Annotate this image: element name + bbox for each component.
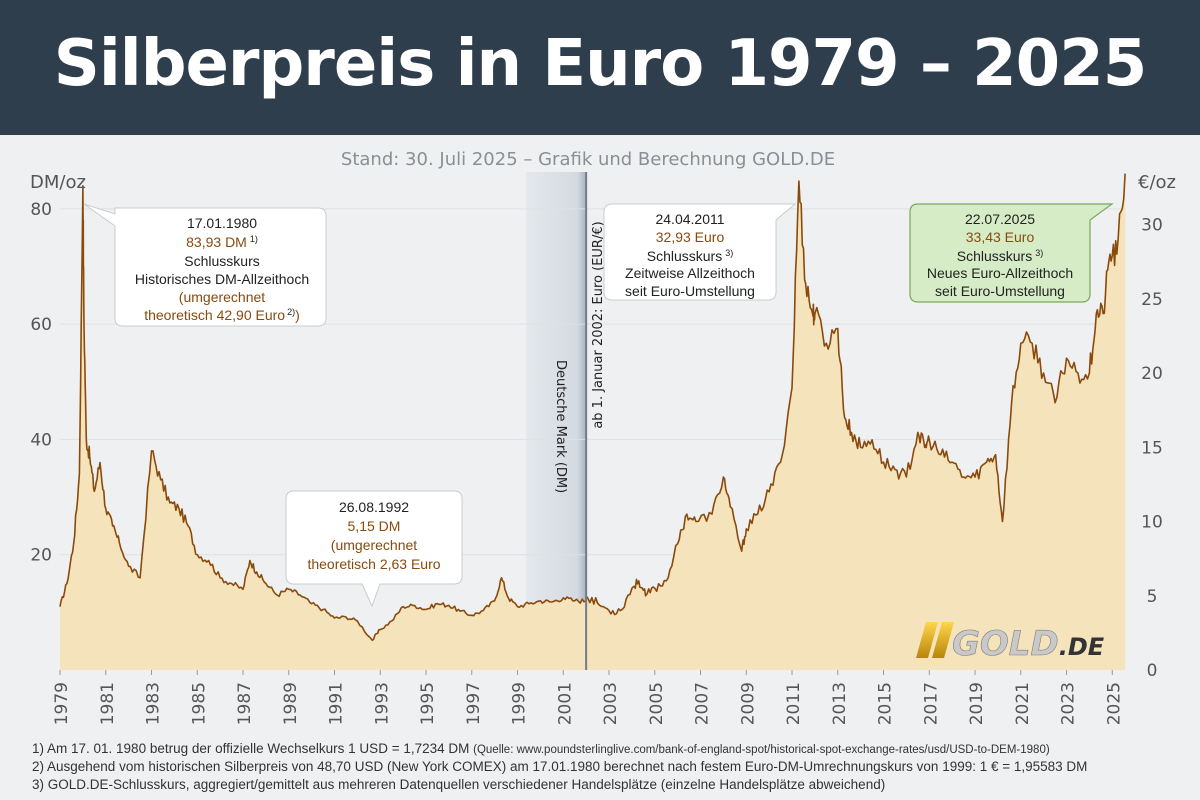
annotation-1992-date: 26.08.1992: [339, 499, 409, 515]
annotation-1980-text: Historisches DM-Allzeithoch: [135, 271, 309, 287]
x-tick-label: 2011: [784, 682, 804, 725]
right-tick-label: 15: [1141, 438, 1163, 458]
svg-text:GOLD.DE: GOLD.DE: [952, 624, 1105, 664]
annotation-1980: 17.01.1980 83,93 DM 1) Schlusskurs Histor…: [83, 203, 327, 327]
logo-text: GOLD: [952, 624, 1059, 664]
x-tick-label: 2013: [830, 682, 850, 725]
x-tick-label: 2015: [876, 682, 896, 725]
annotation-1980-extra: (umgerechnet: [179, 289, 265, 305]
x-tick-label: 2001: [555, 682, 575, 725]
right-axis-unit: €/oz: [1138, 172, 1176, 193]
x-tick-label: 2003: [601, 682, 621, 725]
annotation-2011-text: Zeitweise Allzeithoch: [625, 265, 755, 281]
gold-de-logo: GOLD.DE: [916, 622, 1105, 664]
x-tick-label: 1997: [464, 682, 484, 725]
footnote-3: 3) GOLD.DE-Schlusskurs, aggregiert/gemit…: [32, 777, 886, 792]
x-tick-label: 2023: [1059, 682, 1079, 725]
x-tick-label: 1985: [189, 682, 209, 725]
annotation-1980-sup: 1): [250, 234, 258, 244]
annotation-2025-extra: seit Euro-Umstellung: [935, 283, 1065, 299]
header-bar: Silberpreis in Euro 1979 – 2025: [0, 0, 1200, 135]
x-tick-label: 2021: [1013, 682, 1033, 725]
currency-switch-band: [526, 172, 587, 670]
right-tick-label: 5: [1147, 587, 1158, 607]
annotation-2025-text: Neues Euro-Allzeithoch: [927, 265, 1073, 281]
x-tick-label: 2009: [738, 682, 758, 725]
annotation-2025-date: 22.07.2025: [965, 211, 1035, 227]
annotation-2011-date: 24.04.2011: [655, 211, 724, 227]
annotation-2011: 24.04.2011 32,93 Euro Schlusskurs 3) Zeit…: [603, 203, 797, 301]
left-tick-label: 80: [30, 200, 52, 220]
x-tick-label: 1983: [144, 682, 164, 725]
x-tick-label: 1995: [418, 682, 438, 725]
currency-label-eur: ab 1. Januar 2002: Euro (EUR/€): [591, 221, 606, 428]
footnote-2: 2) Ausgehend vom historischen Silberprei…: [32, 759, 1088, 774]
eur-series-area: [586, 173, 1126, 670]
annotation-2025-value: 33,43 Euro: [966, 229, 1035, 245]
left-axis-unit: DM/oz: [30, 172, 86, 193]
annotation-1980-label: Schlusskurs: [184, 253, 259, 269]
x-tick-label: 1993: [372, 682, 392, 725]
page-title: Silberpreis in Euro 1979 – 2025: [53, 27, 1148, 101]
annotation-2025-label: Schlusskurs: [957, 248, 1032, 264]
right-tick-label: 25: [1141, 290, 1163, 310]
dm-series-area: [60, 185, 586, 671]
x-tick-label: 1981: [98, 682, 118, 725]
annotation-2011-value: 32,93 Euro: [656, 229, 725, 245]
right-tick-label: 20: [1141, 364, 1163, 384]
x-tick-label: 1991: [327, 682, 347, 725]
left-tick-label: 20: [30, 546, 52, 566]
svg-text:83,93 DM1): 83,93 DM 1): [186, 234, 258, 250]
x-tick-label: 2017: [921, 682, 941, 725]
left-tick-label: 40: [30, 430, 52, 450]
annotation-1992-value: 5,15 DM: [348, 518, 401, 534]
annotation-1992-text: theoretisch 2,63 Euro: [307, 556, 440, 572]
x-tick-label: 2019: [967, 682, 987, 725]
currency-label-dm: Deutsche Mark (DM): [553, 360, 568, 493]
x-tick-label: 1987: [235, 682, 255, 725]
left-axis-ticks: 20 40 60 80: [30, 200, 52, 566]
subtitle: Stand: 30. Juli 2025 – Grafik und Berech…: [341, 149, 835, 170]
x-tick-label: 1989: [281, 682, 301, 725]
right-tick-label: 30: [1141, 216, 1163, 236]
left-tick-label: 60: [30, 315, 52, 335]
annotation-2011-extra: seit Euro-Umstellung: [625, 283, 755, 299]
right-tick-label: 10: [1141, 513, 1163, 533]
x-tick-label: 2005: [647, 682, 667, 725]
x-axis-ticks: 1979 1981 1983 1985 1987 1989 1991 1993 1995 1997…: [52, 670, 1124, 725]
annotation-1992-label: (umgerechnet: [331, 537, 417, 553]
right-axis-ticks: 0 5 10 15 20 25 30: [1141, 216, 1163, 681]
footnote-1: 1) Am 17. 01. 1980 betrug der offizielle…: [32, 741, 1050, 756]
x-tick-label: 2025: [1104, 682, 1124, 725]
logo-suffix: .DE: [1059, 633, 1105, 661]
annotation-1980-value: 83,93 DM: [186, 234, 247, 250]
x-tick-label: 2007: [693, 682, 713, 725]
dm-series-line: [59, 185, 587, 642]
annotation-1980-date: 17.01.1980: [187, 215, 257, 231]
eur-series-line: [585, 173, 1126, 616]
x-tick-label: 1979: [52, 682, 72, 725]
annotation-1992: 26.08.1992 5,15 DM (umgerechnet theoreti…: [285, 490, 463, 608]
annotation-2025: 22.07.2025 33,43 Euro Schlusskurs 3) Neue…: [909, 203, 1114, 303]
x-tick-label: 1999: [510, 682, 530, 725]
annotation-1980-extra2: theoretisch 42,90 Euro: [144, 307, 285, 323]
right-tick-label: 0: [1147, 661, 1158, 681]
annotation-2011-label: Schlusskurs: [647, 248, 722, 264]
